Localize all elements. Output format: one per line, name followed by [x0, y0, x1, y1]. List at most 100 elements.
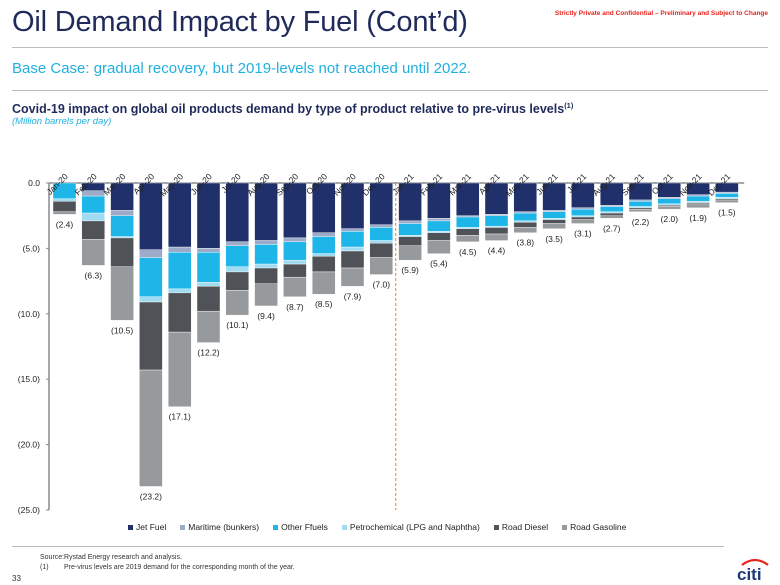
bar-segment-petrochemical: [312, 253, 336, 257]
bar-segment-road-diesel: [81, 220, 106, 240]
total-label: (2.2): [632, 217, 650, 227]
total-label: (9.4): [257, 311, 275, 321]
page-subtitle: Base Case: gradual recovery, but 2019-le…: [12, 60, 472, 77]
y-tick-label: (5.0): [23, 243, 41, 253]
total-label: (12.2): [197, 348, 219, 358]
y-tick-label: (25.0): [18, 505, 40, 515]
bar-segment-road-gasoline: [571, 219, 595, 224]
bar-segment-road-gasoline: [139, 369, 163, 487]
bar-segment-maritime: [312, 232, 336, 237]
bar-segment-road-gasoline: [628, 208, 653, 212]
legend-swatch: [562, 524, 568, 530]
bar-segment-other-fuels: [686, 195, 710, 202]
bar-segment-maritime: [254, 240, 278, 245]
bar-segment-maritime: [196, 248, 221, 253]
bar-segment-road-diesel: [225, 271, 250, 291]
bar-segment-road-diesel: [600, 212, 624, 216]
legend-label: Jet Fuel: [136, 522, 167, 532]
chart-legend: Jet Fuel Maritime (bunkers) Other Ffuels Pe…: [128, 522, 626, 532]
bar-segment-road-diesel: [139, 301, 163, 371]
legend-swatch: [341, 524, 347, 530]
total-label: (1.9): [689, 213, 707, 223]
total-label: (5.4): [430, 259, 448, 269]
total-label: (8.7): [286, 302, 304, 312]
chart-title: Covid-19 impact on global oil products d…: [12, 101, 573, 116]
bar-segment-other-fuels: [542, 211, 566, 219]
bar-segment-maritime: [427, 218, 451, 222]
bar-segment-road-gasoline: [600, 215, 624, 219]
bar-segment-other-fuels: [110, 215, 134, 237]
bar-segment-other-fuels: [628, 201, 653, 207]
bar-segment-other-fuels: [254, 244, 278, 265]
footnote-text: Pre-virus levels are 2019 demand for the…: [64, 564, 295, 571]
bar-segment-road-diesel: [340, 250, 365, 269]
total-label: (6.3): [85, 270, 103, 280]
page-title: Oil Demand Impact by Fuel (Cont’d): [12, 6, 468, 38]
legend-label: Maritime (bunkers): [188, 522, 260, 532]
bar-segment-road-diesel: [369, 242, 393, 258]
bar-segment-other-fuels: [139, 257, 163, 297]
total-label: (8.5): [315, 299, 333, 309]
divider: [12, 90, 768, 91]
legend-swatch: [493, 524, 499, 530]
bar-segment-petrochemical: [225, 266, 250, 273]
total-label: (5.9): [401, 265, 419, 275]
bar-segment-other-fuels: [369, 227, 393, 241]
source-label: Source:: [40, 554, 65, 561]
total-label: (3.8): [517, 238, 535, 248]
bar-segment-petrochemical: [81, 212, 106, 222]
bar-segment-road-diesel: [427, 232, 451, 241]
bar-segment-other-fuels: [312, 236, 336, 254]
bar-segment-road-gasoline: [542, 223, 566, 229]
bar-segment-other-fuels: [81, 195, 106, 214]
legend-item: Jet Fuel: [128, 522, 166, 532]
page-number: 33: [12, 574, 21, 583]
bar-segment-road-gasoline: [312, 271, 336, 295]
total-label: (7.0): [373, 280, 391, 290]
bar-segment-road-diesel: [283, 263, 307, 278]
bar-segment-other-fuels: [427, 220, 451, 232]
bar-segment-other-fuels: [167, 252, 192, 290]
total-label: (7.9): [344, 291, 362, 301]
bar-segment-other-fuels: [715, 193, 739, 198]
bar-segment-petrochemical: [52, 198, 77, 202]
legend-item: Maritime (bunkers): [180, 522, 259, 532]
bar-segment-road-diesel: [110, 237, 134, 267]
bar-segment-road-gasoline: [686, 203, 710, 209]
bar-segment-road-diesel: [312, 256, 336, 273]
legend-label: Other Ffuels: [281, 522, 328, 532]
bar-segment-other-fuels: [571, 208, 595, 216]
bar-segment-road-gasoline: [81, 239, 106, 266]
bar-segment-other-fuels: [196, 252, 221, 283]
total-label: (3.1): [574, 229, 592, 239]
bar-segment-jet-fuel: [167, 182, 192, 248]
y-tick-label: 0.0: [28, 178, 40, 188]
bar-segment-road-diesel: [484, 227, 509, 235]
bar-segment-road-diesel: [571, 216, 595, 220]
bar-segment-road-diesel: [456, 228, 480, 236]
bar-segment-road-gasoline: [340, 267, 365, 287]
bar-segment-road-gasoline: [225, 290, 250, 316]
bar-segment-petrochemical: [254, 263, 278, 269]
bar-segment-jet-fuel: [196, 182, 221, 249]
bar-segment-petrochemical: [139, 296, 163, 303]
citi-logo: citi: [737, 558, 769, 582]
bar-segment-other-fuels: [657, 198, 681, 205]
bar-segment-maritime: [283, 237, 307, 243]
bar-segment-maritime: [110, 210, 134, 216]
bar-segment-road-diesel: [254, 267, 278, 284]
bar-segment-road-gasoline: [715, 199, 739, 203]
total-label: (4.4): [488, 246, 506, 256]
legend-item: Petrochemical (LPG and Naphtha): [341, 522, 480, 532]
citi-wordmark: citi: [737, 565, 762, 582]
bar-segment-petrochemical: [340, 246, 365, 252]
bar-segment-road-gasoline: [167, 331, 192, 407]
total-label: (1.5): [718, 208, 736, 218]
total-label: (23.2): [140, 491, 162, 501]
bar-segment-petrochemical: [369, 240, 393, 244]
bar-segment-other-fuels: [513, 212, 537, 222]
bar-segment-road-gasoline: [196, 310, 221, 343]
chart-unit: (Million barrels per day): [12, 116, 112, 127]
bar-segment-maritime: [398, 220, 422, 224]
total-label: (2.7): [603, 223, 621, 233]
